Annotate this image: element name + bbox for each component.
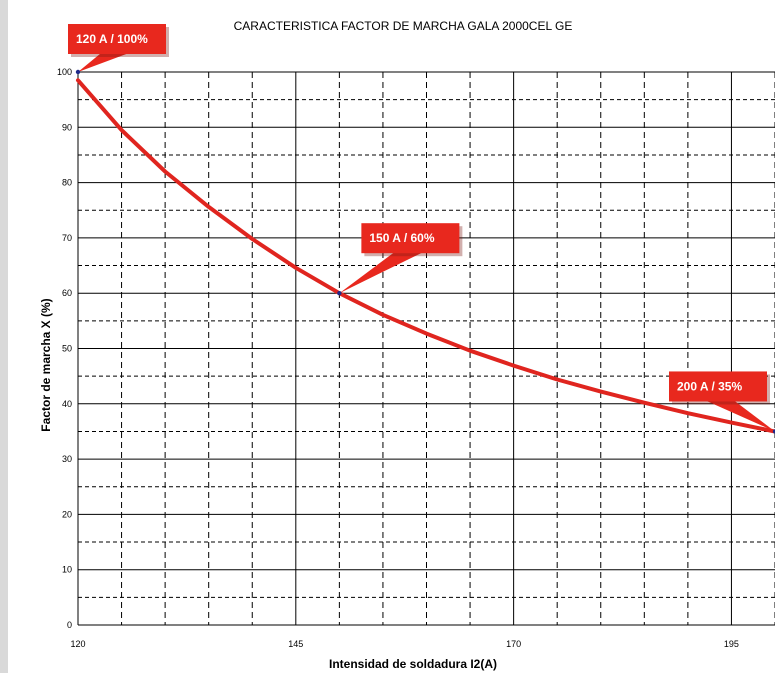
chart-canvas: CARACTERISTICA FACTOR DE MARCHA GALA 200… (8, 0, 775, 673)
callout-label: 200 A / 35% (677, 379, 742, 393)
callout: 200 A / 35% (669, 371, 775, 434)
callout-pointer (703, 399, 775, 432)
callouts: 120 A / 100% 150 A / 60% 200 A / 35% (68, 24, 775, 434)
y-axis-label: Factor de marcha X (%) (39, 298, 53, 431)
duty-cycle-chart: CARACTERISTICA FACTOR DE MARCHA GALA 200… (39, 19, 775, 671)
series-curve (76, 78, 775, 434)
x-tick-label: 195 (724, 639, 739, 649)
x-tick-label: 170 (506, 639, 521, 649)
y-tick-label: 50 (62, 344, 72, 354)
data-point (75, 69, 81, 75)
callout-label: 150 A / 60% (369, 231, 434, 245)
grid (77, 71, 775, 626)
y-tick-label: 90 (62, 122, 72, 132)
callout-pointer (339, 251, 426, 294)
y-tick-label: 60 (62, 288, 72, 298)
callout-box (669, 371, 767, 402)
data-point (337, 291, 342, 296)
x-axis-label: Intensidad de soldadura I2(A) (329, 657, 497, 671)
callout: 120 A / 100% (68, 24, 169, 75)
y-tick-label: 20 (62, 509, 72, 519)
tick-labels: 0 10 20 30 40 50 60 70 80 90 100 120 145 170 195 (57, 67, 739, 649)
y-tick-label: 70 (62, 233, 72, 243)
callout: 150 A / 60% (337, 223, 463, 296)
callout-box (361, 223, 460, 254)
y-tick-label: 40 (62, 399, 72, 409)
x-tick-label: 120 (70, 639, 85, 649)
callout-box (68, 24, 166, 54)
y-tick-label: 80 (62, 178, 72, 188)
callout-label: 120 A / 100% (76, 32, 148, 46)
y-tick-label: 10 (62, 565, 72, 575)
data-point (772, 429, 775, 434)
series-line (76, 78, 775, 434)
y-tick-label: 30 (62, 454, 72, 464)
y-tick-label: 100 (57, 67, 72, 77)
chart-title: CARACTERISTICA FACTOR DE MARCHA GALA 200… (234, 19, 573, 33)
callout-pointer (78, 52, 132, 72)
y-tick-label: 0 (67, 620, 72, 630)
x-tick-label: 145 (288, 639, 303, 649)
